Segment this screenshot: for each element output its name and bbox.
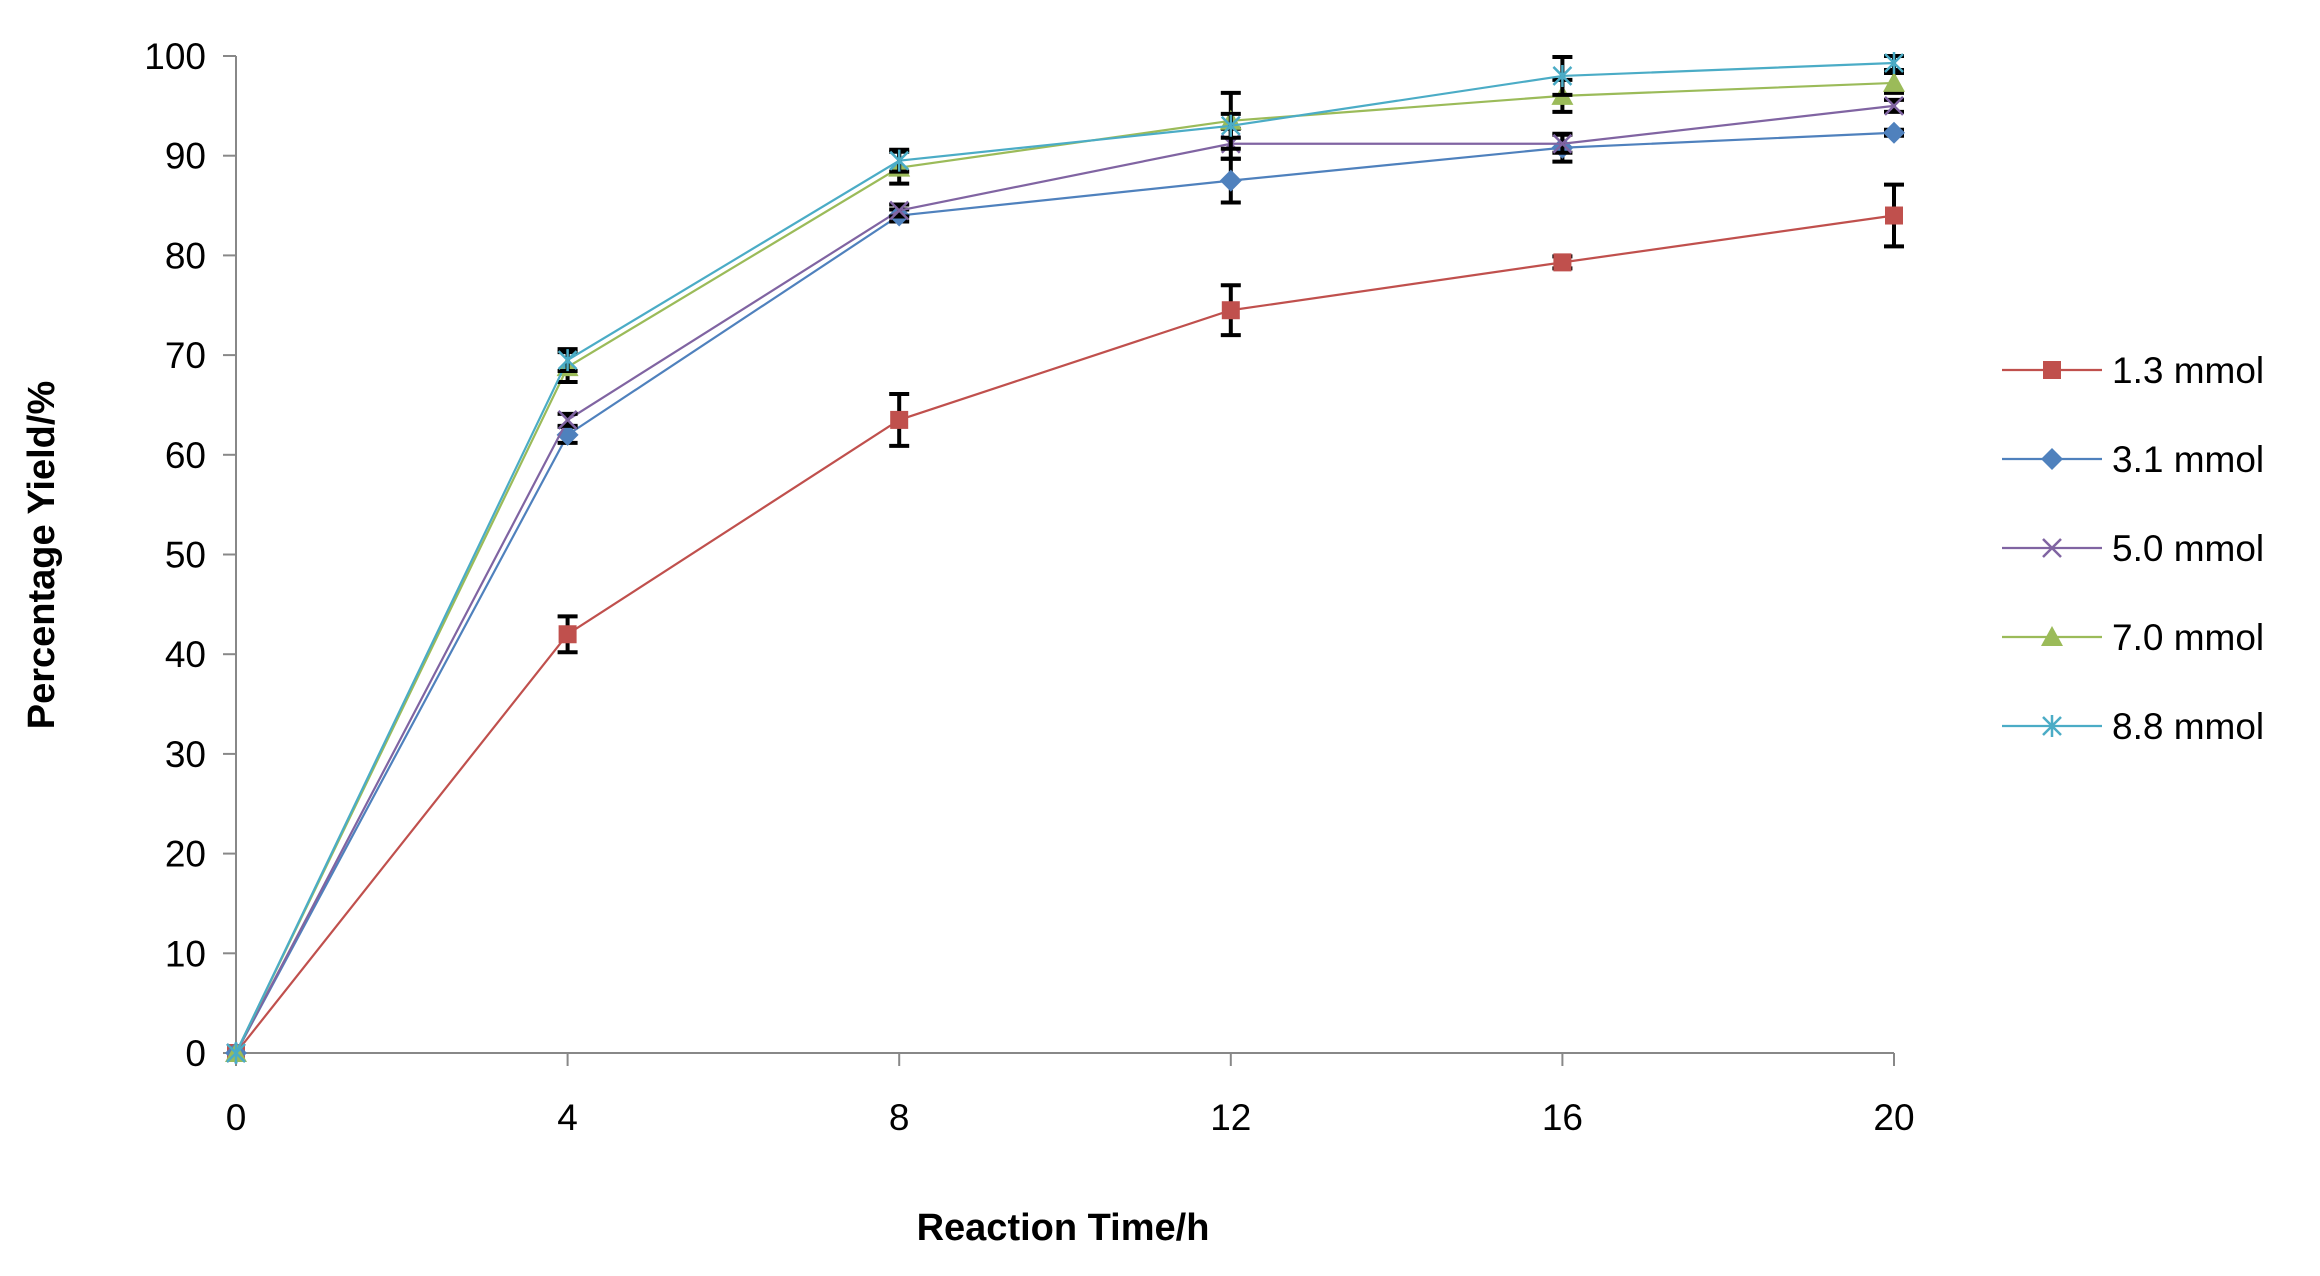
- data-point: [1552, 64, 1573, 87]
- data-point: [1884, 95, 1904, 116]
- data-point: [889, 200, 910, 221]
- legend-marker: [2042, 538, 2062, 558]
- legend-label: 3.1 mmol: [2112, 439, 2264, 480]
- data-point: [558, 625, 577, 644]
- data-point: [557, 410, 578, 430]
- y-tick-label: 90: [165, 136, 206, 177]
- y-tick-label: 10: [165, 933, 206, 974]
- y-tick-label: 100: [144, 36, 206, 77]
- x-axis-title: Reaction Time/h: [917, 1207, 1210, 1249]
- y-tick-label: 0: [185, 1033, 206, 1074]
- data-point: [889, 149, 910, 172]
- data-point: [1220, 114, 1241, 137]
- y-tick-label: 80: [165, 235, 206, 276]
- legend-item: 7.0 mmol: [2002, 617, 2264, 658]
- x-tick-label: 12: [1210, 1097, 1251, 1138]
- legend-item: 1.3 mmol: [2002, 350, 2264, 391]
- legend-marker: [2043, 361, 2061, 379]
- legend-label: 5.0 mmol: [2112, 528, 2264, 569]
- legend-item: 3.1 mmol: [2002, 439, 2264, 480]
- data-point: [1219, 169, 1242, 192]
- series-line: [235, 61, 1895, 1054]
- legend-label: 8.8 mmol: [2112, 706, 2264, 747]
- x-tick-label: 8: [889, 1097, 910, 1138]
- data-point: [557, 349, 578, 372]
- y-tick-label: 20: [165, 834, 206, 875]
- y-tick-label: 30: [165, 734, 206, 775]
- data-point: [890, 410, 909, 429]
- legend-marker: [2041, 448, 2063, 470]
- y-tick-label: 40: [165, 634, 206, 675]
- data-point: [1553, 253, 1572, 272]
- series-line: [235, 214, 1895, 1054]
- data-point: [1884, 51, 1904, 74]
- legend-label: 7.0 mmol: [2112, 617, 2264, 658]
- y-tick-label: 50: [165, 535, 206, 576]
- legend-marker: [2041, 626, 2063, 646]
- legend-marker: [2042, 715, 2062, 737]
- series-7-0-mmol: [225, 70, 1905, 1062]
- data-point: [1883, 71, 1905, 92]
- data-point: [1883, 121, 1905, 144]
- legend-item: 8.8 mmol: [2002, 706, 2264, 747]
- series-8-8-mmol: [226, 51, 1904, 1064]
- x-tick-label: 0: [226, 1097, 247, 1138]
- plot-area: [225, 51, 1905, 1064]
- y-tick-label: 60: [165, 435, 206, 476]
- data-point: [1885, 206, 1903, 225]
- series-1-3-mmol: [227, 182, 1904, 1062]
- legend-item: 5.0 mmol: [2002, 528, 2264, 569]
- legend: 1.3 mmol 3.1 mmol 5.0 mmol 7.0 mmol 8.8 mmol: [2002, 350, 2264, 747]
- data-point: [1221, 301, 1240, 320]
- data-point: [226, 1042, 246, 1064]
- axes: 0 10 20 30 40 50 60 70 80 90 100 0 4 8 12 16 20: [144, 36, 1914, 1138]
- series-line: [235, 81, 1895, 1054]
- y-tick-label: 70: [165, 335, 206, 376]
- x-tick-label: 4: [557, 1097, 578, 1138]
- series-5-0-mmol: [226, 95, 1904, 1063]
- y-axis-title: Percentage Yield/%: [21, 381, 63, 730]
- x-tick-label: 20: [1873, 1097, 1914, 1138]
- series-line: [235, 131, 1895, 1054]
- legend-label: 1.3 mmol: [2112, 350, 2264, 391]
- data-point: [1552, 133, 1573, 154]
- series-line: [235, 104, 1895, 1054]
- x-tick-label: 16: [1542, 1097, 1583, 1138]
